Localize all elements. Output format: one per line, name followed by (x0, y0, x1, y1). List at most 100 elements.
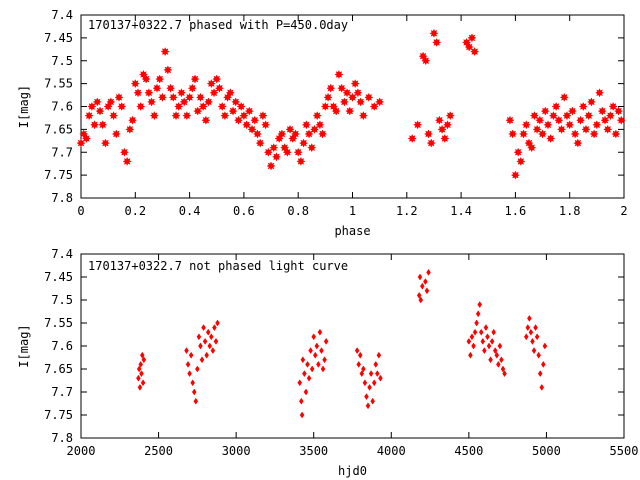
data-point (474, 319, 479, 327)
data-point (155, 74, 165, 84)
data-point (299, 411, 305, 419)
x-tick-label: 1.8 (559, 204, 581, 218)
data-point (168, 92, 178, 102)
y-tick-label: 7.7 (51, 145, 73, 159)
data-point (209, 333, 214, 341)
x-axis-label: hjd0 (338, 464, 367, 478)
x-tick-label: 1.2 (396, 204, 418, 218)
data-point (539, 383, 545, 391)
data-point (432, 37, 442, 48)
data-point (136, 101, 146, 112)
data-point (339, 97, 349, 107)
data-point (201, 115, 211, 125)
data-point (488, 356, 493, 364)
data-point (364, 393, 369, 401)
data-point (260, 120, 271, 130)
data-point (100, 138, 111, 148)
data-point (247, 124, 257, 135)
data-point (184, 92, 195, 102)
x-tick-label: 4000 (377, 444, 406, 458)
data-point (418, 296, 424, 304)
data-point (523, 333, 529, 341)
data-point (505, 115, 515, 125)
data-point (205, 328, 211, 336)
data-point (525, 324, 531, 332)
data-point (608, 101, 618, 112)
y-tick-label: 7.75 (44, 168, 73, 182)
data-point (337, 83, 347, 93)
data-point (220, 111, 230, 121)
data-point (314, 342, 320, 350)
data-point (196, 333, 202, 341)
data-point (531, 347, 537, 355)
data-point (198, 342, 203, 350)
data-point (299, 397, 304, 405)
data-point (499, 356, 504, 364)
data-point (423, 129, 434, 139)
data-point (137, 383, 143, 391)
x-tick-label: 0.6 (233, 204, 255, 218)
data-point (597, 106, 607, 116)
data-point (191, 388, 197, 396)
data-point (307, 143, 317, 153)
data-point (141, 74, 151, 84)
data-point (518, 129, 529, 139)
data-point (528, 328, 534, 336)
y-tick-label: 7.8 (51, 431, 73, 445)
y-tick-label: 7.55 (44, 316, 73, 330)
data-point (146, 97, 157, 107)
y-tick-label: 7.4 (51, 8, 73, 22)
y-tick-label: 7.6 (51, 100, 73, 114)
data-point (163, 65, 173, 75)
data-point (478, 328, 484, 336)
data-point (361, 365, 366, 373)
data-point (140, 379, 146, 387)
x-tick-label: 3000 (222, 444, 251, 458)
data-point (89, 120, 100, 130)
y-tick-label: 7.4 (51, 247, 73, 261)
data-point (317, 328, 323, 336)
data-point (594, 88, 605, 98)
data-point (534, 333, 540, 341)
data-point (225, 88, 235, 98)
data-point (228, 106, 238, 116)
data-point (362, 379, 368, 387)
data-point (373, 360, 379, 368)
data-point (201, 324, 206, 332)
data-point (297, 379, 303, 387)
data-point (215, 319, 220, 327)
data-point (530, 337, 535, 345)
data-point (502, 370, 507, 378)
data-point (536, 351, 541, 359)
x-tick-label: 2 (620, 204, 627, 218)
data-point (513, 147, 523, 157)
data-point (207, 342, 213, 350)
data-point (573, 138, 583, 148)
data-point (139, 351, 145, 359)
data-point (303, 388, 309, 396)
data-point (464, 42, 474, 52)
data-point (548, 111, 559, 121)
data-point (214, 83, 225, 93)
data-point (152, 83, 162, 93)
x-tick-label: 1 (349, 204, 356, 218)
x-tick-label: 1.4 (450, 204, 472, 218)
data-point (296, 156, 306, 167)
data-point (98, 120, 108, 130)
data-point (375, 97, 385, 107)
y-tick-label: 7.6 (51, 339, 73, 353)
data-point (521, 120, 531, 130)
data-point (364, 92, 374, 102)
data-point (371, 379, 377, 387)
data-point (190, 74, 200, 84)
data-point (188, 351, 194, 359)
data-point (312, 111, 322, 121)
data-point (535, 115, 545, 125)
data-point (527, 314, 532, 322)
data-point (510, 170, 521, 180)
data-point (603, 124, 613, 135)
data-point (413, 120, 423, 130)
phased-light-curve-plot: 0 0.2 0.4 0.6 0.8 1 1.2 1.4 1.6 1.8 2 7.4 7.45 7.5 7.5… (17, 8, 628, 238)
data-point (468, 351, 473, 359)
data-point (236, 101, 246, 112)
